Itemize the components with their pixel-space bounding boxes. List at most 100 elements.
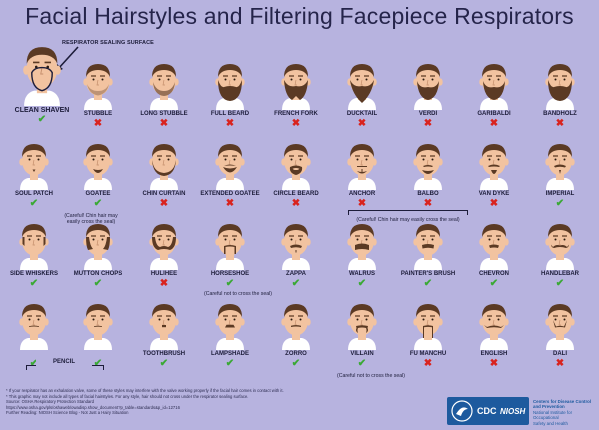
check-icon: ✔ xyxy=(29,278,39,289)
check-icon: ✔ xyxy=(357,358,367,369)
hairstyle-label: SIDE WHISKERS xyxy=(9,271,58,277)
chin-curtain-cell: CHIN CURTAIN ✖ xyxy=(131,140,197,209)
painter-s-brush-face-icon xyxy=(413,224,443,270)
van-dyke-cell: VAN DYKE ✖ xyxy=(461,140,527,209)
soul-patch-cell: SOUL PATCH ✔ xyxy=(1,140,67,209)
villain-cell: VILLAIN ✔ xyxy=(329,300,395,369)
hairstyle-label: EXTENDED GOATEE xyxy=(200,191,260,197)
fu-manchu-cell: FU MANCHU ✖ xyxy=(395,300,461,369)
garibaldi-face-icon xyxy=(479,64,509,110)
cross-icon: ✖ xyxy=(291,118,301,129)
hairstyle-label xyxy=(1,351,67,358)
hairstyle-label: CLEAN SHAVEN xyxy=(14,107,70,114)
garibaldi-cell: GARIBALDI ✖ xyxy=(461,60,527,129)
niosh-logo-text: NIOSH xyxy=(500,407,526,416)
goatee-face-icon xyxy=(83,144,113,190)
footer-line: * This graphic may not include all types… xyxy=(6,393,249,399)
hairstyle-label xyxy=(65,351,131,358)
anchor-balbo-bracket xyxy=(348,210,468,215)
footer-line: Source: OSHA Respiratory Protection Stan… xyxy=(6,399,94,405)
hairstyle-label: DUCKTAIL xyxy=(346,111,378,117)
check-icon: ✔ xyxy=(93,358,103,369)
hairstyle-label: WALRUS xyxy=(349,271,375,277)
dali-face-icon xyxy=(545,304,575,350)
hairstyle-label: FULL BEARD xyxy=(210,111,250,117)
balbo-cell: BALBO ✖ xyxy=(395,140,461,209)
extended-goatee-face-icon xyxy=(215,144,245,190)
zappa-face-icon xyxy=(281,224,311,270)
full-beard-cell: FULL BEARD ✖ xyxy=(197,60,263,129)
check-icon: ✔ xyxy=(423,278,433,289)
page-title: Facial Hairstyles and Filtering Facepiec… xyxy=(25,3,574,29)
hulihee-cell: HULIHEE ✖ xyxy=(131,220,197,289)
hairstyle-label: HULIHEE xyxy=(150,271,178,277)
footer-notes: * If your respirator has an exhalation v… xyxy=(6,388,436,416)
dali-cell: DALI ✖ xyxy=(527,300,593,369)
footer-link[interactable]: https://www.osha.gov/pls/oshaweb/owadisp… xyxy=(6,404,180,410)
check-icon: ✔ xyxy=(225,358,235,369)
cross-icon: ✖ xyxy=(423,358,433,369)
goatee-cell: GOATEE ✔ xyxy=(65,140,131,209)
side-whiskers-face-icon xyxy=(19,224,49,270)
full-beard-face-icon xyxy=(215,64,245,110)
check-icon: ✔ xyxy=(93,278,103,289)
hairstyle-label: SOUL PATCH xyxy=(14,191,53,197)
hairstyle-label: TOOTHBRUSH xyxy=(142,351,186,357)
hairstyle-label: ENGLISH xyxy=(480,351,508,357)
pencil-1-face-icon xyxy=(19,304,49,350)
hairstyle-label: MUTTON CHOPS xyxy=(73,271,123,277)
hairstyle-label: LAMPSHADE xyxy=(210,351,249,357)
fu-manchu-face-icon xyxy=(413,304,443,350)
cross-icon: ✖ xyxy=(489,118,499,129)
hairstyle-label: BANDHOLZ xyxy=(543,111,577,117)
pencil-label: PENCIL xyxy=(36,359,92,366)
footer-line: * If your respirator has an exhalation v… xyxy=(6,388,284,393)
cdc-logo-text: CDC xyxy=(477,406,497,416)
hairstyle-label: CIRCLE BEARD xyxy=(273,191,319,197)
check-icon: ✔ xyxy=(291,278,301,289)
agency-line: Safety and Health xyxy=(533,420,568,426)
horseshoe-cell: HORSESHOE ✔ xyxy=(197,220,263,289)
cross-icon: ✖ xyxy=(93,118,103,129)
cross-icon: ✖ xyxy=(489,198,499,209)
villain-note: (Careful not to cross the seal) xyxy=(336,373,406,379)
hairstyle-label: GARIBALDI xyxy=(477,111,511,117)
clean-shaven-cell: CLEAN SHAVEN ✔ xyxy=(2,42,82,125)
check-icon: ✔ xyxy=(291,358,301,369)
agency-line: and Prevention xyxy=(533,404,565,410)
long-stubble-cell: LONG STUBBLE ✖ xyxy=(131,60,197,129)
check-icon: ✔ xyxy=(29,358,39,369)
anchor-balbo-note: (Careful! Chin hair may easily cross the… xyxy=(356,217,460,223)
cross-icon: ✖ xyxy=(159,198,169,209)
hairstyle-label: DALI xyxy=(553,351,567,357)
stubble-face-icon xyxy=(83,64,113,110)
french-fork-face-icon xyxy=(281,64,311,110)
cross-icon: ✖ xyxy=(489,358,499,369)
anchor-cell: ANCHOR ✖ xyxy=(329,140,395,209)
agency-line: National Institute for Occupational xyxy=(533,409,573,421)
handlebar-cell: HANDLEBAR ✔ xyxy=(527,220,593,289)
mutton-chops-face-icon xyxy=(83,224,113,270)
pencil-2-cell: ✔ xyxy=(65,300,131,369)
cross-icon: ✖ xyxy=(423,118,433,129)
ducktail-face-icon xyxy=(347,64,377,110)
hairstyle-label: HANDLEBAR xyxy=(541,271,579,277)
goatee-note: (Careful! Chin hair may easily cross the… xyxy=(64,213,118,225)
check-icon: ✔ xyxy=(29,198,39,209)
imperial-face-icon xyxy=(545,144,575,190)
handlebar-face-icon xyxy=(545,224,575,270)
circle-beard-cell: CIRCLE BEARD ✖ xyxy=(263,140,329,209)
footer-line: Further Reading: NIOSH Science Blog - No… xyxy=(6,410,129,416)
check-icon: ✔ xyxy=(555,278,565,289)
agency-line: Centers for Disease Control xyxy=(533,399,592,404)
verdi-face-icon xyxy=(413,64,443,110)
lampshade-face-icon xyxy=(215,304,245,350)
hairstyle-label: CHEVRON xyxy=(478,271,509,277)
check-icon: ✔ xyxy=(37,114,47,125)
cross-icon: ✖ xyxy=(159,278,169,289)
painter-s-brush-cell: PAINTER'S BRUSH ✔ xyxy=(395,220,461,289)
hairstyle-label: LONG STUBBLE xyxy=(140,111,188,117)
lampshade-cell: LAMPSHADE ✔ xyxy=(197,300,263,369)
french-fork-cell: FRENCH FORK ✖ xyxy=(263,60,329,129)
bandholz-cell: BANDHOLZ ✖ xyxy=(527,60,593,129)
